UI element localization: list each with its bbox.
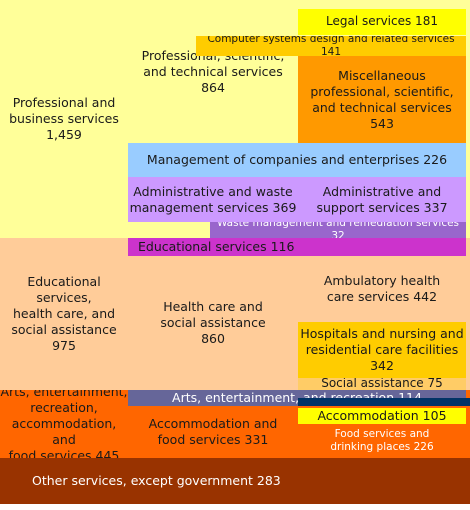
treemap-label-arts-accommodation: Arts, entertainment, recreation, accommo…: [0, 390, 128, 458]
treemap-label-management: Management of companies and enterprises …: [146, 152, 448, 167]
treemap-cell-waste: Waste management and remediation service…: [210, 222, 466, 238]
treemap-label-accommodation-food: Accommodation and food services 331: [148, 416, 278, 447]
treemap-label-misc-pst: Miscellaneous professional, scientific, …: [310, 67, 454, 131]
treemap-cell-accommodation-food: Accommodation and food services 331: [128, 406, 298, 458]
treemap-label-educational: Educational services 116: [138, 239, 295, 254]
treemap-label-ambulatory: Ambulatory health care services 442: [323, 273, 441, 304]
treemap-label-admin-support: Administrative and support services 337: [316, 183, 448, 215]
treemap-cell-computer: Computer systems design and related serv…: [196, 36, 466, 56]
treemap-cell-hospitals: Hospitals and nursing and residential ca…: [298, 322, 466, 378]
treemap-label-waste: Waste management and remediation service…: [216, 222, 460, 238]
treemap-cell-pst: Professional, scientific, and technical …: [128, 0, 298, 143]
treemap-label-food: Food services and drinking places 226: [330, 427, 434, 453]
treemap-cell-food: Food services and drinking places 226: [298, 424, 466, 458]
treemap-cell-other: Other services, except government 283: [0, 458, 470, 504]
treemap-label-computer: Computer systems design and related serv…: [207, 36, 455, 56]
treemap-cell-legal: Legal services 181: [298, 9, 466, 35]
treemap-label-admin-waste: Administrative and waste management serv…: [129, 183, 297, 215]
treemap-label-legal: Legal services 181: [326, 14, 438, 29]
treemap-cell-misc-pst: Miscellaneous professional, scientific, …: [298, 56, 466, 143]
treemap-cell-accommodation: Accommodation 105: [298, 408, 466, 424]
treemap-cell-admin-waste: Administrative and waste management serv…: [128, 177, 298, 222]
treemap-label-social-assistance: Social assistance 75: [321, 378, 443, 390]
treemap-cell-educational: Educational services 116: [128, 238, 466, 256]
treemap-label-accommodation: Accommodation 105: [317, 408, 447, 423]
treemap-cell-admin-support: Administrative and support services 337: [298, 177, 466, 222]
treemap-cell-management: Management of companies and enterprises …: [128, 143, 466, 177]
treemap-label-health-social: Health care and social assistance 860: [160, 299, 266, 346]
treemap-label-professional: Professional and business services 1,459: [9, 95, 119, 142]
treemap-label-other: Other services, except government 283: [32, 473, 281, 488]
treemap-label-edu-health: Educational services, health care, and s…: [11, 274, 117, 353]
arts-band-stripe: [298, 398, 470, 406]
treemap-cell-health-social: Health care and social assistance 860: [128, 256, 298, 390]
treemap-label-hospitals: Hospitals and nursing and residential ca…: [300, 326, 464, 373]
treemap-cell-social-assistance: Social assistance 75: [298, 378, 466, 390]
treemap-cell-ambulatory: Ambulatory health care services 442: [298, 256, 466, 322]
